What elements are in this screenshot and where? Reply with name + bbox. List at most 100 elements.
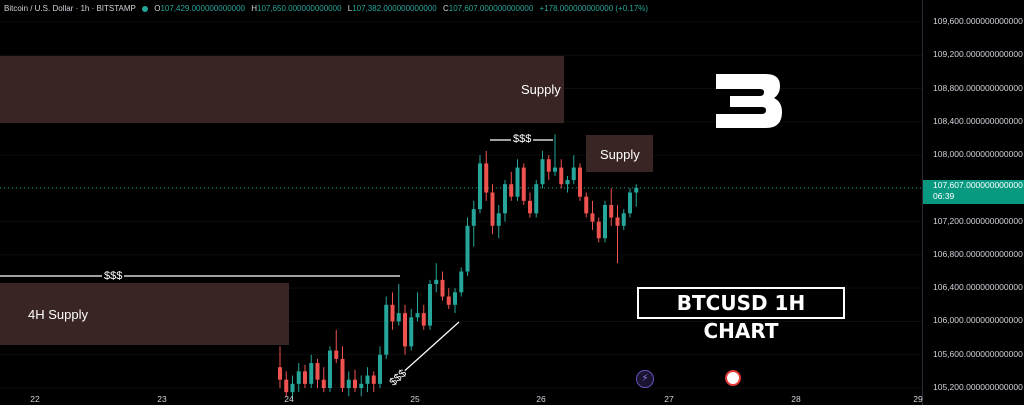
candle-countdown: 06:39 <box>933 191 955 201</box>
date-tick-label: 26 <box>536 394 546 404</box>
candle-body <box>415 313 420 318</box>
price-tick-label: 108,000.000000000000 <box>933 149 1023 160</box>
candle-body <box>565 180 570 185</box>
candle-body <box>553 167 557 172</box>
candle-body <box>521 167 526 201</box>
candle-body <box>609 205 614 218</box>
date-tick-label: 27 <box>664 394 674 404</box>
brand-logo-icon <box>716 74 782 128</box>
price-tick-label: 108,800.000000000000 <box>933 82 1023 93</box>
candle-body <box>453 292 457 305</box>
candle-body <box>459 271 464 293</box>
candle-body <box>346 379 351 388</box>
candle-body <box>371 375 376 384</box>
candle-body <box>615 217 620 226</box>
candle-body <box>509 184 514 197</box>
candle-body <box>315 363 320 380</box>
candle-body <box>328 350 332 388</box>
candle-body <box>284 379 289 393</box>
candle-body <box>278 367 282 380</box>
event-flag-icon[interactable] <box>725 370 741 386</box>
price-tick-label: 105,600.000000000000 <box>933 348 1023 359</box>
candle-body <box>396 313 401 322</box>
candle-body <box>440 279 445 297</box>
supply-zone-4h[interactable] <box>0 283 289 345</box>
date-tick-label: 22 <box>30 394 40 404</box>
candle-body <box>403 313 407 347</box>
candle-body <box>384 304 389 355</box>
candle-body <box>321 379 326 388</box>
candle-body <box>378 354 382 384</box>
candle-body <box>603 205 607 239</box>
candle-body <box>409 317 414 347</box>
candle-body <box>446 296 451 305</box>
current-price: 107,607.000000000000 <box>933 180 1023 190</box>
candle-body <box>334 350 339 359</box>
close-value: 107,607.000000000000 <box>448 4 534 13</box>
date-tick-label: 28 <box>791 394 801 404</box>
price-tick-label: 108,400.000000000000 <box>933 115 1023 126</box>
liquidity-line-diagonal <box>399 321 460 376</box>
candle-body <box>465 225 470 272</box>
candle-body <box>534 184 539 214</box>
candle-body <box>303 371 307 384</box>
liquidity-label-top: $$$ <box>511 133 534 145</box>
supply-zone-top[interactable] <box>0 56 564 123</box>
price-tick-label: 106,000.000000000000 <box>933 315 1023 326</box>
open-value: 107,429.000000000000 <box>160 4 245 13</box>
change-value: +178.000000000000 (+0.17%) <box>539 4 649 13</box>
candle-body <box>515 167 520 197</box>
candle-body <box>559 167 564 185</box>
candle-body <box>546 159 551 172</box>
current-price-tag: 107,607.000000000000 06:39 <box>923 180 1024 204</box>
candle-body <box>584 196 589 214</box>
candle-body <box>340 358 345 388</box>
symbol-header: Bitcoin / U.S. Dollar · 1h · BITSTAMP O1… <box>4 4 649 13</box>
supply-zone-mid-label: Supply <box>600 147 640 162</box>
price-tick-label: 109,200.000000000000 <box>933 49 1023 60</box>
candle-body <box>290 383 295 393</box>
price-tick-label: 109,600.000000000000 <box>933 16 1023 26</box>
candle-body <box>490 192 495 226</box>
supply-zone-mid[interactable] <box>586 135 653 172</box>
candle-body <box>365 375 370 384</box>
supply-zone-top-label: Supply <box>521 82 561 97</box>
candle-body <box>421 313 426 326</box>
status-dot-icon <box>141 5 148 12</box>
low-value: 107,382.000000000000 <box>352 4 437 13</box>
candle-body <box>590 213 595 222</box>
supply-zone-4h-label: 4H Supply <box>28 307 88 322</box>
price-tick-label: 106,400.000000000000 <box>933 282 1023 293</box>
candle-body <box>428 284 432 326</box>
price-tick-label: 107,200.000000000000 <box>933 215 1023 226</box>
candle-body <box>571 167 576 181</box>
candle-body <box>634 187 639 193</box>
date-tick-label: 24 <box>284 394 294 404</box>
price-tick-label: 105,200.000000000000 <box>933 382 1023 392</box>
candle-body <box>390 304 395 322</box>
date-tick-label: 23 <box>157 394 167 404</box>
candle-body <box>309 363 314 384</box>
high-value: 107,650.000000000000 <box>257 4 342 13</box>
candle-body <box>296 371 301 384</box>
liquidity-label-left: $$$ <box>102 270 125 282</box>
candle-body <box>353 379 357 388</box>
candle-body <box>540 159 545 185</box>
candle-body <box>528 200 532 214</box>
candle-body <box>596 221 601 239</box>
date-tick-label: 25 <box>410 394 420 404</box>
candle-body <box>621 213 626 226</box>
candle-body <box>503 184 507 214</box>
price-tick-label: 106,800.000000000000 <box>933 248 1023 259</box>
candle-body <box>628 192 632 214</box>
candle-body <box>496 213 501 226</box>
candle-body <box>471 209 476 226</box>
event-flash-icon[interactable]: ⚡ <box>636 370 654 388</box>
candle-body <box>478 163 482 210</box>
date-tick-label: 29 <box>913 394 923 404</box>
candle-body <box>359 383 364 388</box>
candle-body <box>578 167 582 197</box>
chart-title-badge: BTCUSD 1H CHART <box>637 287 845 343</box>
